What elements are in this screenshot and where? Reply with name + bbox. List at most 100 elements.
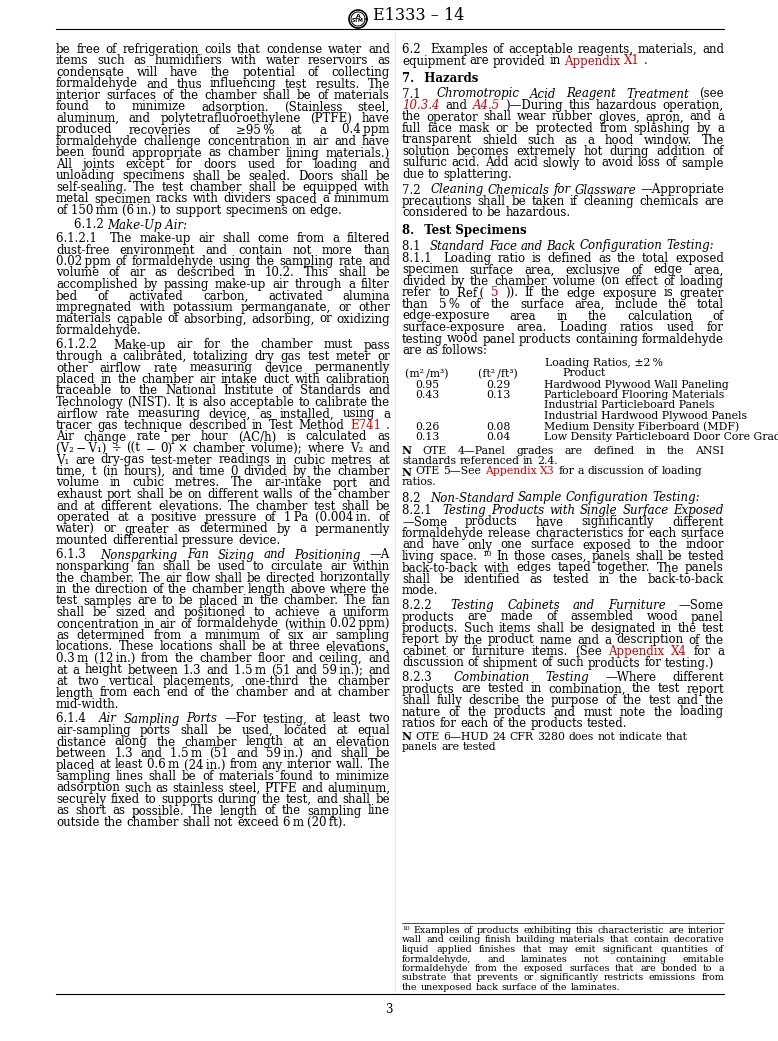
- Text: sized: sized: [115, 606, 145, 619]
- Text: Doors: Doors: [298, 170, 333, 182]
- Text: V₁: V₁: [56, 454, 69, 466]
- Text: are: are: [565, 446, 583, 456]
- Text: finishes: finishes: [478, 945, 516, 954]
- Text: OTE: OTE: [415, 732, 440, 741]
- Text: formaldehyde: formaldehyde: [642, 332, 724, 346]
- Text: furniture: furniture: [472, 645, 525, 658]
- Text: the: the: [667, 446, 684, 456]
- Text: total: total: [697, 298, 724, 311]
- Text: ratios.: ratios.: [402, 477, 436, 487]
- Text: be: be: [182, 770, 197, 783]
- Text: short: short: [75, 805, 107, 817]
- Text: The: The: [228, 500, 250, 512]
- Text: within: within: [353, 560, 390, 573]
- Text: items: items: [499, 623, 531, 635]
- Text: the: the: [705, 634, 724, 646]
- Text: and: and: [554, 706, 576, 718]
- Text: precautions: precautions: [402, 195, 472, 208]
- Text: exposed: exposed: [675, 252, 724, 265]
- Text: Loading: Loading: [443, 252, 492, 265]
- Text: be: be: [487, 206, 502, 220]
- Text: chamber: chamber: [142, 373, 194, 386]
- Text: such: such: [124, 782, 152, 794]
- Text: Add: Add: [485, 156, 509, 170]
- Text: measuring: measuring: [138, 407, 201, 421]
- Text: chamber: chamber: [338, 675, 390, 688]
- Text: that: that: [453, 973, 471, 983]
- Text: (20 ft).: (20 ft).: [307, 816, 346, 829]
- Text: using: using: [219, 255, 251, 268]
- Text: the: the: [282, 805, 301, 817]
- Text: such: such: [97, 54, 124, 68]
- Text: formaldehyde: formaldehyde: [132, 255, 214, 268]
- Text: be: be: [282, 181, 296, 194]
- Text: spaced: spaced: [276, 193, 317, 205]
- Text: shall: shall: [192, 170, 220, 182]
- Text: each: each: [133, 686, 161, 700]
- Text: port: port: [107, 488, 131, 501]
- Text: protected: protected: [535, 122, 594, 135]
- Text: test-meter: test-meter: [151, 454, 212, 466]
- Text: chamber: chamber: [235, 686, 288, 700]
- Text: of: of: [268, 629, 279, 642]
- Text: contain: contain: [238, 244, 282, 256]
- Text: for: for: [553, 183, 570, 197]
- Text: significantly: significantly: [582, 515, 654, 529]
- Text: 1.3: 1.3: [183, 663, 202, 677]
- Text: uniform: uniform: [343, 606, 390, 619]
- Text: chamber.: chamber.: [79, 572, 135, 584]
- Text: be: be: [375, 793, 390, 806]
- Text: living: living: [402, 550, 435, 563]
- Text: each: each: [461, 717, 489, 730]
- Text: materials.): materials.): [326, 147, 390, 159]
- Text: on: on: [292, 204, 306, 217]
- Text: unexposed: unexposed: [420, 983, 472, 992]
- Text: six: six: [287, 629, 303, 642]
- Text: shall: shall: [136, 488, 164, 501]
- Text: samples: samples: [83, 594, 132, 608]
- Text: formaldehyde: formaldehyde: [402, 527, 484, 540]
- Text: placements,: placements,: [163, 675, 235, 688]
- Text: free: free: [76, 43, 100, 56]
- Text: −: −: [145, 442, 156, 455]
- Text: E741: E741: [350, 418, 381, 432]
- Text: test: test: [657, 683, 680, 695]
- Text: traceable: traceable: [56, 384, 112, 398]
- Text: identified: identified: [464, 573, 520, 586]
- Text: the: the: [309, 675, 328, 688]
- Text: the: the: [468, 706, 486, 718]
- Text: quantities: quantities: [660, 945, 708, 954]
- Text: formaldehyde.: formaldehyde.: [56, 324, 142, 337]
- Text: as: as: [259, 407, 272, 421]
- Text: interior: interior: [688, 926, 724, 935]
- Text: shall: shall: [402, 573, 430, 586]
- Text: in: in: [276, 454, 287, 466]
- Text: and: and: [237, 747, 258, 760]
- Text: at: at: [378, 454, 390, 466]
- Text: Industrial Particleboard Panels: Industrial Particleboard Panels: [544, 401, 714, 410]
- Text: testing,: testing,: [263, 712, 308, 726]
- Text: the: the: [156, 736, 176, 748]
- Text: bed: bed: [56, 289, 78, 303]
- Text: have: have: [362, 135, 390, 148]
- Text: 0.02 ppm: 0.02 ppm: [56, 255, 111, 268]
- Text: E1333 – 14: E1333 – 14: [373, 6, 464, 24]
- Text: are: are: [402, 344, 422, 357]
- Text: and: and: [56, 500, 78, 512]
- Text: acceptable: acceptable: [230, 396, 295, 409]
- Text: placed: placed: [56, 759, 96, 771]
- Text: chamber: chamber: [191, 583, 244, 596]
- Text: by: by: [276, 523, 290, 535]
- Text: acceptable: acceptable: [509, 43, 573, 56]
- Text: testing: testing: [402, 332, 443, 346]
- Text: wear: wear: [517, 110, 547, 124]
- Text: as: as: [56, 629, 69, 642]
- Text: time: time: [198, 465, 225, 478]
- Text: joints: joints: [82, 158, 115, 171]
- Text: not: not: [214, 816, 233, 829]
- Text: locations.: locations.: [56, 640, 114, 654]
- Text: rate: rate: [106, 407, 130, 421]
- Text: possible.: possible.: [132, 805, 184, 817]
- Text: a: a: [136, 511, 143, 524]
- Text: as: as: [155, 266, 167, 279]
